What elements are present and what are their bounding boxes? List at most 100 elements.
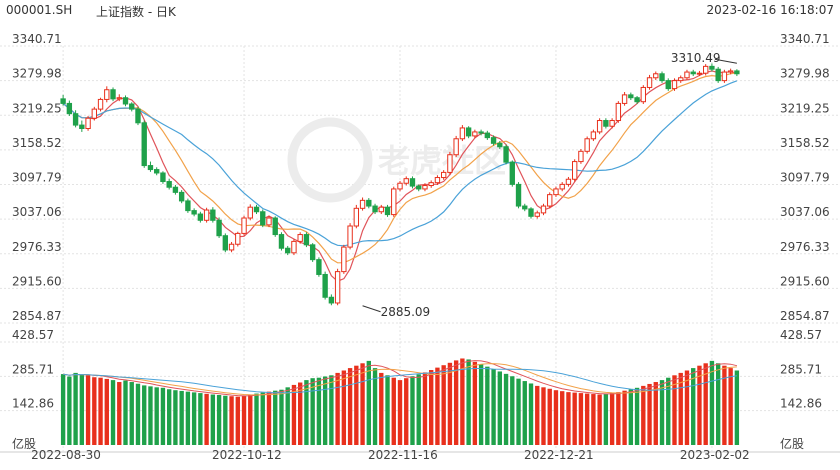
candle-body <box>172 186 179 193</box>
annotation-leader <box>714 58 737 64</box>
volume-bar <box>185 391 191 445</box>
volume-bar <box>472 361 478 445</box>
vol-tick-label-right: 285.71 <box>780 362 822 376</box>
candle-body <box>297 234 303 242</box>
candle-body <box>703 65 709 74</box>
candle-body <box>85 117 91 130</box>
candle-body <box>278 234 285 249</box>
candle-body <box>434 177 441 184</box>
volume-bar <box>697 365 702 445</box>
candle-body <box>309 244 316 261</box>
stock-code: 000001.SH <box>6 3 73 17</box>
candle-body <box>384 206 391 216</box>
volume-bar <box>653 382 658 445</box>
candle-body <box>640 86 646 103</box>
candle-body <box>197 213 204 221</box>
volume-bar <box>329 375 334 445</box>
candle-body <box>347 225 353 248</box>
volume-bar <box>279 389 284 445</box>
candle-body <box>684 71 690 79</box>
candle-body <box>409 178 416 187</box>
annotation-high-label: 3310.49 <box>671 51 721 65</box>
volume-bar <box>703 363 708 445</box>
y-tick-label-left: 3219.25 <box>12 101 62 115</box>
candle-body <box>690 71 696 75</box>
volume-bar <box>603 394 609 445</box>
volume-bar <box>160 387 166 445</box>
candle-body <box>721 71 728 82</box>
candle-body <box>528 208 534 217</box>
volume-bar <box>591 394 596 445</box>
candle-body <box>509 161 515 185</box>
volume-bar <box>609 393 615 445</box>
candle-body <box>141 122 147 167</box>
candle-body <box>590 131 597 140</box>
x-tick-label: 2022-12-21 <box>524 448 594 462</box>
candle-body <box>353 207 360 227</box>
volume-bar <box>491 369 496 445</box>
candle-body <box>584 138 590 152</box>
volume-bar <box>584 393 590 445</box>
volume-bar <box>142 385 147 445</box>
candle-body <box>247 206 253 219</box>
candle-body <box>472 131 478 137</box>
y-tick-label-right: 3279.98 <box>780 67 830 81</box>
candle-body <box>571 161 578 180</box>
volume-bar <box>135 383 141 445</box>
volume-bar <box>647 383 652 445</box>
candle-body <box>696 72 703 75</box>
volume-bar <box>360 363 365 445</box>
y-tick-label-left: 2976.33 <box>12 240 62 254</box>
y-tick-label-right: 2915.60 <box>780 274 830 288</box>
candle-body <box>203 209 210 221</box>
price-ma-line <box>62 70 738 282</box>
volume-bar <box>566 392 571 445</box>
volume-bar <box>92 377 97 445</box>
candle-body <box>266 217 272 226</box>
candle-body <box>671 80 678 90</box>
volume-bar <box>166 389 172 445</box>
candle-body <box>60 98 66 104</box>
volume-bar <box>60 374 66 445</box>
volume-bar <box>684 370 690 445</box>
volume-bar <box>641 385 646 445</box>
candle-body <box>515 183 522 207</box>
volume-bar <box>123 380 128 445</box>
candle-body <box>653 73 659 79</box>
candle-body <box>97 98 104 110</box>
candle-body <box>129 103 135 110</box>
volume-bar <box>397 380 403 445</box>
volume-bar <box>622 390 627 445</box>
candle-body <box>122 97 129 105</box>
candle-body <box>534 212 540 217</box>
candle-body <box>734 70 740 75</box>
volume-bar <box>291 384 297 445</box>
candle-body <box>465 127 472 137</box>
candle-body <box>91 108 97 119</box>
volume-bar <box>73 372 78 445</box>
volume-bar <box>316 377 322 445</box>
volume-bar <box>85 375 91 445</box>
candle-body <box>391 188 397 216</box>
volume-bar <box>148 386 153 445</box>
volume-bar <box>173 390 178 445</box>
volume-bar <box>179 390 184 445</box>
candle-body <box>359 199 366 209</box>
volume-bar <box>734 370 740 445</box>
candle-body <box>490 137 497 144</box>
volume-bar <box>129 382 134 445</box>
volume-bar <box>616 392 621 445</box>
x-tick-label: 2022-08-30 <box>31 448 101 462</box>
y-tick-label-right: 3158.52 <box>780 136 830 150</box>
volume-bar <box>223 395 228 445</box>
candle-body <box>634 97 640 103</box>
volume-bar <box>241 395 247 445</box>
volume-bar <box>191 392 197 445</box>
y-tick-label-left: 3279.98 <box>12 67 62 81</box>
candle-body <box>235 232 241 245</box>
volume-bar <box>497 371 502 445</box>
volume-bar <box>154 387 159 445</box>
candle-body <box>216 219 222 237</box>
candle-body <box>665 80 671 90</box>
